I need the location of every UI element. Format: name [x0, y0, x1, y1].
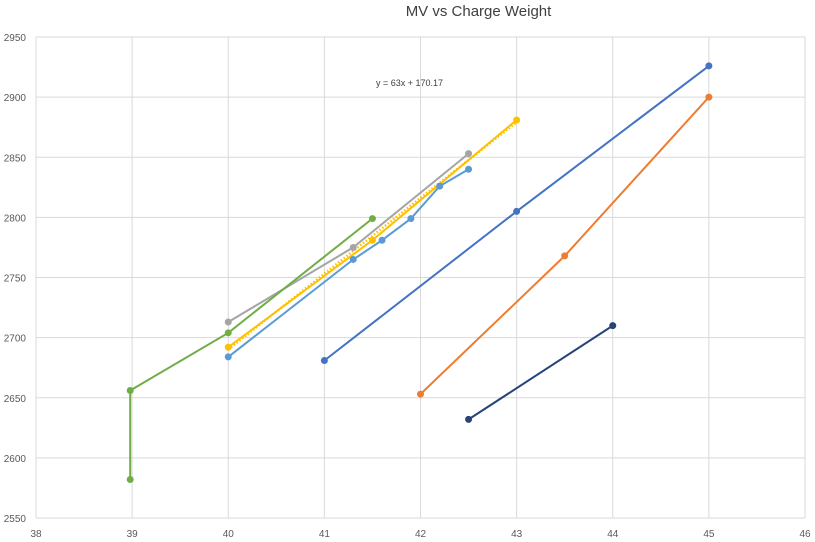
series-3	[224, 150, 473, 326]
data-point	[349, 243, 357, 251]
series-line	[227, 119, 518, 349]
y-tick-label: 2850	[4, 153, 27, 164]
x-tick-label: 42	[415, 529, 427, 540]
series-line	[468, 324, 614, 421]
data-point	[513, 116, 521, 124]
y-tick-label: 2700	[4, 334, 27, 345]
data-point	[417, 390, 424, 398]
x-tick-label: 38	[30, 529, 42, 540]
data-point	[378, 236, 386, 244]
data-point	[349, 255, 357, 263]
data-point	[465, 415, 473, 423]
y-tick-label: 2600	[4, 454, 27, 465]
chart-title: MV vs Charge Weight	[405, 3, 552, 20]
series-2	[417, 93, 713, 398]
x-tick-labels: 38 39 40 41 42 43 44 45 46	[30, 529, 811, 540]
x-tick-label: 40	[223, 529, 235, 540]
x-tick-label: 44	[607, 529, 619, 540]
trendline-equation: y = 63x + 170.17	[376, 78, 443, 88]
series-1	[320, 62, 713, 364]
series-line	[419, 96, 710, 395]
data-point	[320, 356, 328, 364]
y-tick-labels: 2550 2600 2650 2700 2750 2800 2850 2900 2950	[4, 33, 27, 525]
series-layer	[126, 62, 713, 484]
data-point	[224, 343, 232, 351]
x-tick-label: 39	[127, 529, 139, 540]
x-tick-label: 43	[511, 529, 523, 540]
series-7	[465, 322, 617, 423]
data-point	[465, 165, 473, 173]
data-point	[561, 252, 569, 260]
data-point	[705, 93, 713, 101]
series-line	[227, 168, 470, 358]
data-point	[368, 236, 376, 244]
data-point	[465, 150, 473, 158]
data-point	[407, 215, 415, 223]
data-point	[436, 182, 444, 190]
data-point	[126, 387, 134, 395]
data-point	[609, 322, 617, 330]
data-point	[126, 476, 134, 484]
y-tick-label: 2950	[4, 33, 27, 44]
data-point	[224, 353, 232, 361]
series-4	[224, 116, 521, 351]
data-point	[513, 207, 521, 215]
y-tick-label: 2900	[4, 93, 27, 104]
y-tick-label: 2650	[4, 394, 27, 405]
series-line	[129, 217, 374, 480]
data-point	[368, 215, 376, 223]
data-point	[224, 318, 232, 326]
series-5	[224, 165, 473, 361]
data-point	[705, 62, 713, 70]
x-tick-label: 46	[799, 529, 811, 540]
gridlines	[35, 36, 806, 519]
y-tick-label: 2750	[4, 274, 27, 285]
x-tick-label: 45	[703, 529, 715, 540]
y-tick-label: 2550	[4, 514, 27, 525]
y-tick-label: 2800	[4, 213, 27, 224]
data-point	[224, 329, 232, 337]
series-6	[126, 215, 376, 484]
x-tick-label: 41	[319, 529, 331, 540]
